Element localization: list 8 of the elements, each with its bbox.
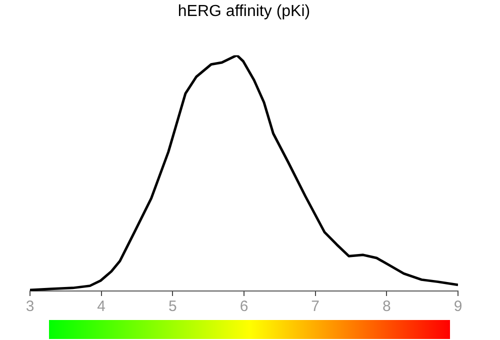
x-tick-label: 6 (240, 298, 248, 316)
x-tick-label: 7 (311, 298, 320, 316)
x-tick-label: 9 (454, 298, 462, 316)
x-tick-label: 3 (26, 298, 34, 316)
x-tick-label: 5 (168, 298, 177, 316)
chart-title: hERG affinity (pKi) (178, 3, 310, 20)
x-tick-label: 4 (97, 298, 106, 316)
x-tick-label: 8 (382, 298, 391, 316)
